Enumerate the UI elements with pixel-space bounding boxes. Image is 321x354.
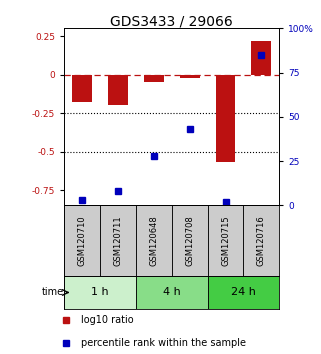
Bar <box>208 205 243 276</box>
Title: GDS3433 / 29066: GDS3433 / 29066 <box>110 14 233 28</box>
Text: GSM120708: GSM120708 <box>185 216 194 266</box>
Bar <box>208 276 279 309</box>
Bar <box>100 205 136 276</box>
Bar <box>180 75 200 78</box>
Text: 4 h: 4 h <box>163 287 181 297</box>
Bar <box>216 75 235 162</box>
Text: percentile rank within the sample: percentile rank within the sample <box>82 338 247 348</box>
Bar <box>172 205 208 276</box>
Bar <box>108 75 128 105</box>
Bar <box>72 75 92 102</box>
Text: GSM120710: GSM120710 <box>78 216 87 266</box>
Bar <box>64 205 100 276</box>
Text: 24 h: 24 h <box>231 287 256 297</box>
Text: GSM120648: GSM120648 <box>149 216 158 266</box>
Bar <box>136 205 172 276</box>
Bar <box>64 276 136 309</box>
Bar <box>144 75 164 82</box>
Bar <box>251 41 271 75</box>
Text: 1 h: 1 h <box>91 287 109 297</box>
Bar <box>243 205 279 276</box>
Text: GSM120716: GSM120716 <box>257 216 266 266</box>
Text: log10 ratio: log10 ratio <box>82 315 134 325</box>
Text: GSM120711: GSM120711 <box>113 216 123 266</box>
Bar <box>136 276 208 309</box>
Text: GSM120715: GSM120715 <box>221 216 230 266</box>
Text: time: time <box>42 287 64 297</box>
